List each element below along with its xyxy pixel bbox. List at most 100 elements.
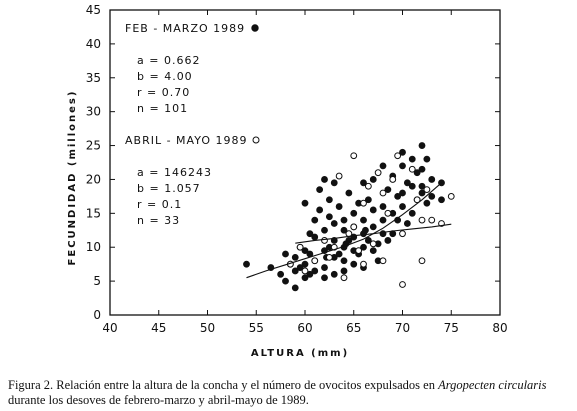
x-tick-label: 45 <box>151 321 166 335</box>
data-point-feb-marzo <box>423 155 431 163</box>
data-point-feb-marzo <box>399 203 406 210</box>
data-point-abril-mayo <box>418 257 426 265</box>
data-point-feb-marzo <box>408 155 416 163</box>
data-point-feb-marzo <box>306 270 314 278</box>
data-point-feb-marzo <box>321 264 328 271</box>
data-point-feb-marzo <box>291 253 299 261</box>
regression-curve-abril-mayo <box>295 223 452 244</box>
data-point-feb-marzo <box>369 247 377 255</box>
data-point-abril-mayo <box>447 192 455 200</box>
data-point-feb-marzo <box>277 270 285 278</box>
data-point-feb-marzo <box>428 176 436 183</box>
data-point-abril-mayo <box>379 189 387 197</box>
data-point-abril-mayo <box>360 260 367 268</box>
data-point-feb-marzo <box>311 216 319 224</box>
data-point-abril-mayo <box>369 240 377 248</box>
data-points <box>243 142 455 292</box>
data-point-abril-mayo <box>413 196 421 204</box>
data-point-feb-marzo <box>379 230 387 238</box>
data-point-feb-marzo <box>325 196 333 204</box>
axes: 40 45 50 55 60 65 70 75 80 0 5 10 15 20 25 30 35 40 45 ALTU… <box>67 3 508 359</box>
data-point-feb-marzo <box>340 216 348 224</box>
data-point-feb-marzo <box>428 192 436 200</box>
data-point-feb-marzo <box>379 203 387 210</box>
data-point-feb-marzo <box>369 176 377 183</box>
data-point-feb-marzo <box>364 237 372 244</box>
data-point-feb-marzo <box>340 226 348 234</box>
data-point-feb-marzo <box>340 257 348 265</box>
y-tick-label: 5 <box>93 274 101 288</box>
data-point-abril-mayo <box>418 216 426 224</box>
data-point-abril-mayo <box>374 169 382 177</box>
data-point-feb-marzo <box>345 189 353 197</box>
data-point-feb-marzo <box>384 186 392 194</box>
x-tick-label: 70 <box>395 321 410 335</box>
data-point-abril-mayo <box>350 223 358 231</box>
data-point-feb-marzo <box>399 189 406 197</box>
data-point-feb-marzo <box>311 233 319 241</box>
x-tick-label: 75 <box>444 321 459 335</box>
data-point-feb-marzo <box>335 250 343 258</box>
data-point-feb-marzo <box>418 189 426 197</box>
stat-feb-marzo: n = 101 <box>137 102 188 115</box>
data-point-abril-mayo <box>350 152 358 160</box>
data-point-feb-marzo <box>316 186 324 194</box>
y-tick-label: 40 <box>86 37 101 51</box>
legend-label-abril-mayo: ABRIL - MAYO 1989 <box>125 134 247 147</box>
data-point-feb-marzo <box>360 179 367 187</box>
y-tick-label: 35 <box>86 71 101 85</box>
x-tick-label: 60 <box>297 321 312 335</box>
data-point-feb-marzo <box>301 199 309 207</box>
data-point-feb-marzo <box>330 220 338 227</box>
data-point-feb-marzo <box>282 277 289 285</box>
data-point-feb-marzo <box>399 148 406 156</box>
legend-label-feb-marzo: FEB - MARZO 1989 <box>125 22 245 35</box>
data-point-abril-mayo <box>379 257 387 265</box>
figure-caption: Figura 2. Relación entre la altura de la… <box>8 378 576 408</box>
stat-feb-marzo: b = 4.00 <box>137 70 193 83</box>
data-point-feb-marzo <box>369 223 377 231</box>
data-point-feb-marzo <box>438 196 445 204</box>
data-point-feb-marzo <box>350 260 358 268</box>
stat-abril-mayo: b = 1.057 <box>137 182 201 195</box>
data-point-feb-marzo <box>282 250 289 258</box>
legend-annotations: FEB - MARZO 1989 a = 0.662 b = 4.00 r = 0.7… <box>125 22 260 227</box>
data-point-abril-mayo <box>389 176 397 183</box>
y-tick-label: 15 <box>86 206 101 220</box>
data-point-feb-marzo <box>360 216 367 224</box>
data-point-abril-mayo <box>394 152 402 160</box>
data-point-abril-mayo <box>325 253 333 261</box>
data-point-abril-mayo <box>296 243 304 251</box>
x-axis-title: ALTURA (mm) <box>251 348 349 359</box>
data-point-feb-marzo <box>291 267 299 275</box>
stat-feb-marzo: a = 0.662 <box>137 54 200 67</box>
x-tick-label: 65 <box>346 321 361 335</box>
data-point-abril-mayo <box>423 186 431 194</box>
y-tick-label: 30 <box>86 105 101 119</box>
data-point-feb-marzo <box>364 196 372 204</box>
data-point-feb-marzo <box>362 226 369 234</box>
data-point-feb-marzo <box>369 206 377 214</box>
data-point-abril-mayo <box>311 257 319 265</box>
data-point-feb-marzo <box>316 206 324 214</box>
data-point-feb-marzo <box>408 209 416 217</box>
data-point-feb-marzo <box>350 209 358 217</box>
data-point-feb-marzo <box>360 243 367 251</box>
data-point-feb-marzo <box>384 237 392 244</box>
x-tick-label: 40 <box>102 321 117 335</box>
x-tick-label: 80 <box>492 321 507 335</box>
data-point-feb-marzo <box>413 169 421 177</box>
data-point-feb-marzo <box>335 203 343 210</box>
data-point-feb-marzo <box>408 182 416 190</box>
y-tick-label: 20 <box>86 172 101 186</box>
data-point-feb-marzo <box>296 264 304 271</box>
legend-marker-open <box>252 136 260 144</box>
data-point-feb-marzo <box>423 199 431 207</box>
data-point-abril-mayo <box>428 216 436 224</box>
caption-prefix: Figura 2. Relación entre la altura de la… <box>8 378 439 392</box>
data-point-feb-marzo <box>403 220 411 227</box>
y-tick-label: 10 <box>86 240 101 254</box>
stat-abril-mayo: r = 0.1 <box>137 198 182 211</box>
data-point-feb-marzo <box>340 267 348 275</box>
